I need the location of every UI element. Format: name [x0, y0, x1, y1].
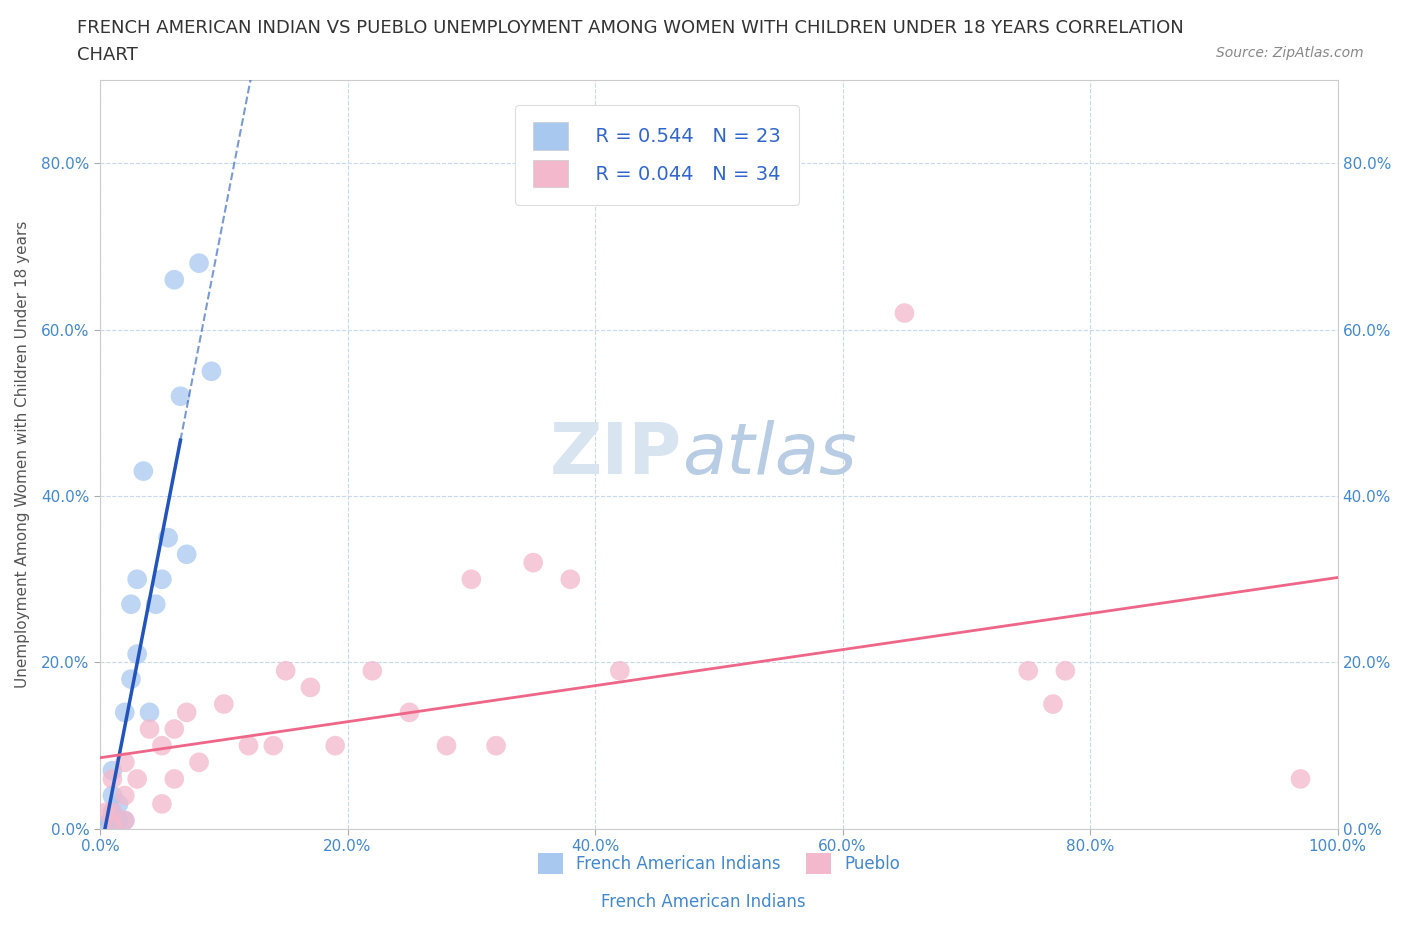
Point: [163, 722, 186, 737]
Point: [101, 804, 124, 819]
Point: [274, 663, 297, 678]
Point: [98, 813, 121, 828]
Point: [188, 755, 211, 770]
Point: [101, 817, 124, 832]
Text: atlas: atlas: [682, 420, 856, 489]
Point: [127, 772, 149, 787]
Point: [107, 813, 129, 828]
Point: [299, 680, 322, 695]
Text: ZIP: ZIP: [550, 420, 682, 489]
Point: [460, 572, 482, 587]
Y-axis label: Unemployment Among Women with Children Under 18 years: Unemployment Among Women with Children U…: [15, 220, 30, 688]
Point: [200, 364, 222, 379]
Point: [323, 738, 346, 753]
Legend: French American Indians, Pueblo: French American Indians, Pueblo: [531, 846, 907, 881]
Point: [132, 464, 155, 479]
Point: [212, 697, 235, 711]
Point: [127, 646, 149, 661]
Text: French American Indians: French American Indians: [600, 894, 806, 911]
Point: [114, 755, 136, 770]
Point: [163, 272, 186, 287]
Point: [101, 788, 124, 803]
Point: [188, 256, 211, 271]
Point: [238, 738, 260, 753]
Point: [560, 572, 582, 587]
Point: [1042, 697, 1064, 711]
Point: [101, 772, 124, 787]
Point: [262, 738, 284, 753]
Text: FRENCH AMERICAN INDIAN VS PUEBLO UNEMPLOYMENT AMONG WOMEN WITH CHILDREN UNDER 18: FRENCH AMERICAN INDIAN VS PUEBLO UNEMPLO…: [77, 19, 1184, 36]
Point: [114, 813, 136, 828]
Point: [436, 738, 458, 753]
Point: [1017, 663, 1039, 678]
Text: Source: ZipAtlas.com: Source: ZipAtlas.com: [1216, 46, 1364, 60]
Point: [398, 705, 420, 720]
Point: [150, 796, 173, 811]
Point: [138, 705, 160, 720]
Point: [176, 705, 198, 720]
Point: [150, 738, 173, 753]
Point: [163, 772, 186, 787]
Point: [114, 705, 136, 720]
Text: CHART: CHART: [77, 46, 138, 64]
Point: [1289, 772, 1312, 787]
Point: [1054, 663, 1077, 678]
Point: [101, 764, 124, 778]
Point: [127, 572, 149, 587]
Point: [107, 796, 129, 811]
Point: [101, 804, 124, 819]
Point: [96, 817, 118, 832]
Point: [96, 804, 118, 819]
Point: [893, 306, 915, 321]
Point: [485, 738, 508, 753]
Point: [157, 530, 180, 545]
Point: [145, 597, 167, 612]
Point: [169, 389, 191, 404]
Point: [114, 788, 136, 803]
Point: [150, 572, 173, 587]
Point: [120, 671, 142, 686]
Point: [361, 663, 384, 678]
Point: [176, 547, 198, 562]
Point: [114, 813, 136, 828]
Point: [138, 722, 160, 737]
Point: [609, 663, 631, 678]
Point: [120, 597, 142, 612]
Point: [522, 555, 544, 570]
